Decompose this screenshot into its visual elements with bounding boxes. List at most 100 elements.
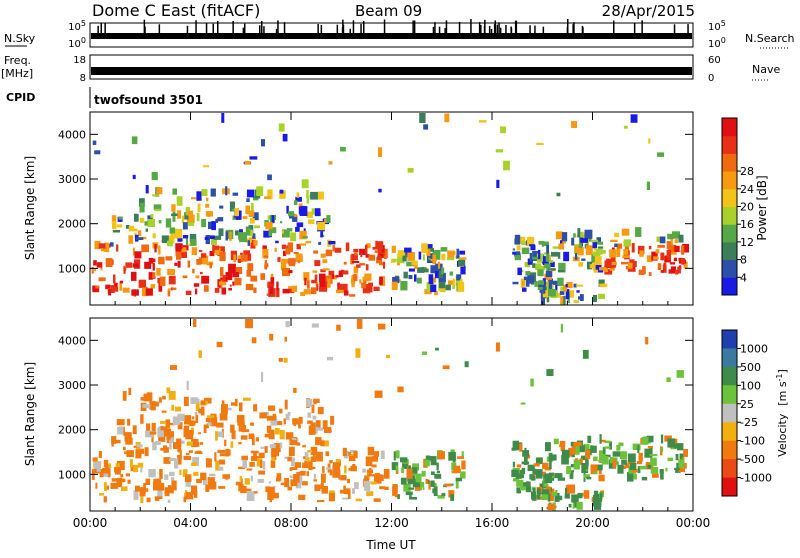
echo-cell	[458, 259, 466, 267]
echo-cell	[406, 261, 415, 267]
echo-cell	[461, 460, 466, 470]
echo-cell	[275, 240, 279, 244]
echo-cell	[287, 456, 292, 462]
echo-cell	[565, 289, 570, 300]
echo-cell	[560, 443, 566, 452]
echo-cell	[262, 245, 267, 249]
echo-cell	[303, 272, 310, 281]
echo-cell	[102, 467, 110, 474]
echo-cell	[379, 254, 384, 258]
echo-cell	[198, 350, 202, 358]
echo-cell	[161, 426, 168, 431]
echo-cell	[616, 248, 621, 257]
echo-cell	[555, 490, 558, 493]
echo-cell	[310, 287, 317, 295]
echo-cell	[353, 248, 359, 253]
echo-cell	[297, 260, 300, 264]
echo-cell	[292, 418, 299, 425]
echo-cell	[535, 457, 543, 465]
echo-cell	[667, 244, 675, 253]
echo-cell	[168, 485, 174, 494]
echo-cell	[680, 258, 685, 265]
echo-cell	[281, 258, 288, 264]
echo-cell	[430, 480, 435, 487]
echo-cell	[221, 287, 227, 295]
echo-cell	[679, 453, 684, 461]
nsky-spike	[205, 23, 208, 33]
echo-cell	[288, 211, 295, 217]
echo-cell	[337, 282, 340, 290]
echo-cell	[612, 459, 617, 468]
echo-cell	[196, 479, 202, 484]
echo-cell	[217, 449, 226, 453]
echo-cell	[192, 456, 200, 466]
echo-cell	[191, 462, 198, 466]
nsky-spike	[534, 25, 536, 33]
echo-cell	[207, 211, 211, 217]
echo-cell	[274, 421, 283, 426]
echo-cell	[666, 250, 672, 260]
freq-trace	[91, 67, 692, 75]
colorbar-segment	[722, 348, 737, 368]
echo-cell	[356, 319, 363, 329]
echo-cell	[307, 412, 312, 418]
echo-cell	[135, 485, 140, 492]
echo-cell	[158, 282, 163, 292]
echo-cell	[189, 420, 195, 427]
echo-cell	[156, 187, 163, 195]
echo-cell	[213, 235, 222, 240]
echo-cell	[197, 203, 201, 213]
echo-cell	[328, 492, 335, 502]
echo-cell	[428, 480, 431, 490]
echo-cell	[146, 423, 151, 434]
echo-cell	[521, 461, 529, 465]
echo-cell	[373, 451, 379, 457]
echo-cell	[344, 465, 347, 474]
echo-cell	[409, 495, 412, 499]
nsky-spike	[360, 23, 362, 33]
echo-cell	[256, 458, 263, 467]
echo-cell	[560, 296, 564, 305]
echo-cell	[518, 236, 526, 244]
echo-cell	[342, 447, 347, 457]
echo-cell	[235, 481, 241, 486]
echo-cell	[582, 349, 589, 359]
echo-cell	[411, 260, 418, 266]
echo-cell	[623, 239, 631, 247]
echo-cell	[216, 422, 224, 428]
nave-label: Nave	[752, 63, 780, 76]
echo-cell	[548, 281, 552, 291]
echo-cell	[322, 268, 330, 271]
nsky-spike	[143, 19, 146, 33]
echo-cell	[595, 248, 603, 255]
echo-cell	[391, 462, 399, 471]
echo-cell	[441, 267, 445, 275]
echo-cell	[512, 461, 516, 468]
echo-cell	[675, 454, 679, 461]
echo-cell	[585, 449, 591, 460]
echo-cell	[340, 475, 347, 481]
echo-cell	[300, 291, 306, 296]
echo-cell	[229, 201, 235, 212]
echo-cell	[170, 233, 175, 244]
freq-tick-bottom: 8	[80, 73, 86, 84]
echo-cell	[95, 482, 98, 489]
echo-cell	[408, 275, 413, 280]
echo-cell	[93, 462, 101, 472]
echo-cell	[571, 121, 577, 128]
nsky-spike	[104, 23, 106, 33]
echo-cell	[595, 241, 604, 245]
echo-cell	[269, 286, 274, 294]
echo-cell	[558, 243, 564, 250]
echo-cell	[359, 498, 362, 502]
echo-cell	[187, 260, 191, 268]
nsky-spike	[581, 25, 584, 33]
echo-cell	[678, 465, 685, 473]
echo-cell	[290, 479, 298, 487]
echo-cell	[559, 440, 566, 447]
echo-cell	[190, 397, 198, 404]
echo-cell	[541, 241, 544, 247]
echo-cell	[306, 398, 313, 407]
echo-cell	[225, 186, 228, 196]
echo-cell	[648, 272, 652, 276]
